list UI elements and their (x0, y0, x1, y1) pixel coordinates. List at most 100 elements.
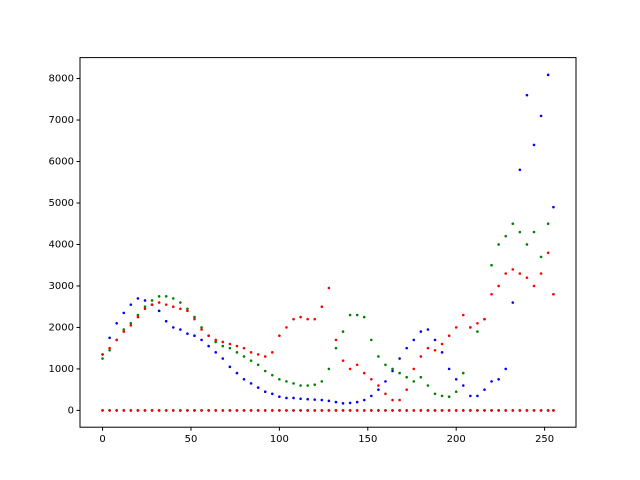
point (150, 299, 154, 302)
point (221, 344, 225, 348)
point (391, 409, 394, 412)
point (327, 367, 331, 371)
point (285, 380, 288, 383)
point (497, 377, 500, 381)
y-tick-label: 5000 (49, 198, 74, 209)
point (490, 380, 493, 383)
point (497, 243, 500, 246)
point (391, 367, 394, 371)
point (546, 251, 550, 255)
point (129, 324, 133, 327)
point (270, 392, 274, 396)
point (313, 383, 317, 386)
point (299, 384, 302, 387)
point (476, 394, 479, 398)
point (341, 402, 345, 405)
point (384, 409, 387, 412)
point (334, 409, 338, 412)
point (242, 409, 246, 412)
point (143, 299, 147, 302)
point (433, 392, 437, 396)
point (552, 409, 555, 412)
point (228, 342, 232, 346)
point (200, 326, 203, 329)
point (552, 205, 555, 209)
point (384, 363, 387, 367)
point (377, 409, 380, 412)
point (391, 369, 394, 373)
point (362, 409, 366, 412)
point (405, 346, 408, 350)
point (348, 313, 352, 317)
point (299, 315, 302, 319)
point (270, 409, 274, 412)
point (249, 359, 253, 362)
point (348, 409, 352, 412)
point (171, 326, 175, 329)
point (108, 336, 111, 340)
point (101, 357, 104, 360)
point (186, 307, 189, 311)
point (511, 268, 515, 271)
point (179, 307, 182, 311)
point (447, 409, 451, 412)
point (447, 367, 451, 371)
point (398, 409, 401, 412)
point (433, 409, 437, 412)
point (490, 292, 493, 296)
point (228, 365, 232, 369)
point (285, 326, 288, 329)
point (186, 409, 189, 412)
point (235, 371, 239, 375)
point (461, 371, 465, 375)
point (278, 334, 281, 338)
point (143, 409, 147, 412)
point (447, 395, 451, 399)
point (214, 409, 218, 412)
point (214, 340, 218, 344)
y-tick-label: 6000 (49, 157, 74, 168)
point (108, 346, 111, 350)
point (278, 409, 281, 412)
point (200, 338, 203, 342)
point (150, 303, 154, 306)
point (419, 330, 423, 333)
point (228, 409, 232, 412)
x-tick-label: 200 (447, 434, 466, 445)
point (454, 409, 458, 412)
point (228, 346, 232, 350)
point (518, 409, 522, 412)
point (440, 342, 444, 346)
y-tick-label: 7000 (49, 115, 74, 126)
point (341, 359, 345, 362)
point (412, 380, 416, 383)
point (511, 301, 515, 304)
point (278, 377, 281, 381)
point (171, 297, 175, 300)
point (108, 348, 111, 352)
point (419, 409, 423, 412)
point (518, 272, 522, 275)
point (362, 371, 366, 375)
point (179, 328, 182, 331)
point (398, 357, 401, 360)
point (270, 351, 274, 354)
point (186, 309, 189, 313)
point (157, 295, 161, 298)
point (256, 386, 260, 389)
point (235, 344, 239, 348)
point (242, 346, 246, 350)
point (306, 317, 309, 321)
point (320, 305, 324, 308)
point (355, 313, 359, 317)
point (483, 388, 486, 391)
point (263, 355, 267, 358)
point (518, 230, 522, 234)
point (108, 409, 111, 412)
point (214, 351, 218, 354)
y-tick-label: 2000 (49, 322, 74, 333)
point (263, 409, 267, 412)
point (320, 380, 324, 383)
point (539, 409, 543, 412)
point (412, 367, 416, 371)
